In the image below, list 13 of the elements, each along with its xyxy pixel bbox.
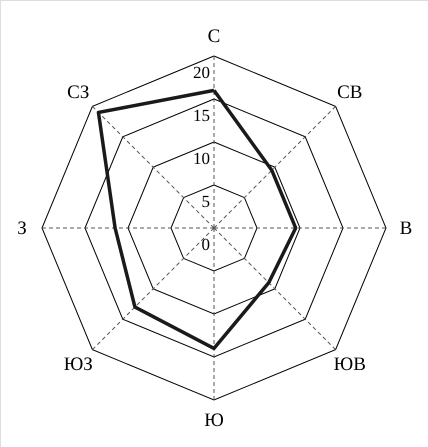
spoke-label: З — [17, 218, 27, 239]
spoke-label: С — [208, 26, 220, 47]
y-tick-label: 0 — [202, 235, 210, 254]
spoke-label: СЗ — [67, 82, 90, 104]
spoke-label: ЮЗ — [64, 354, 93, 375]
spoke-label: ЮВ — [334, 354, 366, 375]
y-tick-label: 10 — [193, 149, 210, 168]
spoke-label: Ю — [204, 410, 224, 431]
y-tick-label: 5 — [202, 192, 210, 211]
spoke-label: СВ — [337, 82, 362, 104]
y-tick-label: 15 — [193, 106, 210, 125]
spoke-label: В — [400, 218, 412, 239]
y-tick-label: 20 — [193, 63, 210, 82]
